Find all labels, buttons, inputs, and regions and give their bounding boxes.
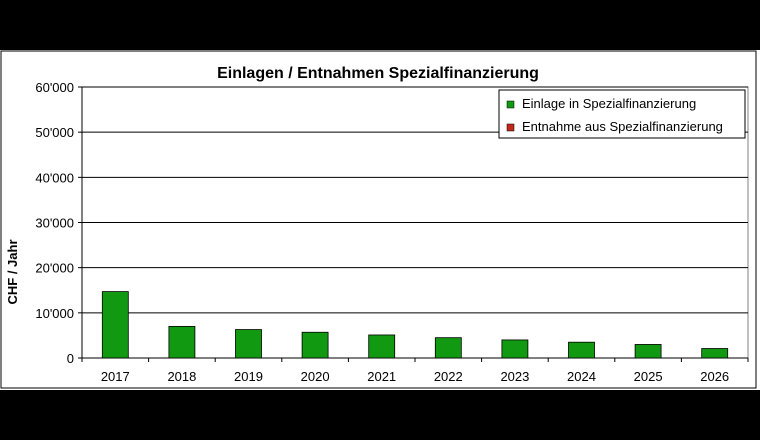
x-tick-label: 2022: [434, 369, 463, 384]
legend-swatch-entnahme: [506, 123, 515, 132]
x-tick-label: 2018: [167, 369, 196, 384]
chart-title: Einlagen / Entnahmen Spezialfinanzierung: [217, 65, 539, 82]
bar-einlage-2017: [101, 291, 129, 359]
chart: Einlagen / Entnahmen Spezialfinanzierung…: [0, 50, 757, 389]
x-tick-label: 2020: [301, 369, 330, 384]
bar-einlage-2026: [701, 348, 729, 359]
bar-einlage-2018: [168, 325, 196, 359]
legend-label-einlage: Einlage in Spezialfinanzierung: [522, 96, 696, 111]
x-tick-label: 2019: [234, 369, 263, 384]
y-tick-label: 20'000: [35, 261, 74, 276]
y-tick-label: 10'000: [35, 306, 74, 321]
bar-einlage-2019: [235, 329, 262, 359]
y-tick-label: 60'000: [35, 80, 74, 95]
x-tick-label: 2017: [101, 369, 130, 384]
legend: Einlage in Spezialfinanzierung Entnahme …: [498, 89, 746, 139]
bar-einlage-2025: [634, 344, 662, 359]
legend-box: [498, 89, 746, 139]
y-tick-label: 30'000: [35, 216, 74, 231]
bar-einlage-2021: [368, 334, 396, 359]
bar-einlage-2022: [434, 337, 462, 359]
x-tick-label: 2023: [500, 369, 529, 384]
y-axis-label: CHF / Jahr: [5, 239, 20, 304]
chart-frame: Einlagen / Entnahmen Spezialfinanzierung…: [0, 50, 760, 390]
x-tick-label: 2024: [567, 369, 596, 384]
x-tick-label: 2026: [700, 369, 729, 384]
y-tick-label: 40'000: [35, 170, 74, 185]
x-tick-label: 2025: [634, 369, 663, 384]
legend-swatch-einlage: [506, 100, 515, 109]
y-tick-label: 50'000: [35, 125, 74, 140]
bar-einlage-2024: [568, 341, 595, 359]
bar-einlage-2020: [301, 331, 329, 359]
legend-label-entnahme: Entnahme aus Spezialfinanzierung: [522, 119, 723, 134]
x-tick-label: 2021: [367, 369, 396, 384]
y-tick-label: 0: [67, 351, 74, 366]
bar-einlage-2023: [501, 339, 529, 359]
